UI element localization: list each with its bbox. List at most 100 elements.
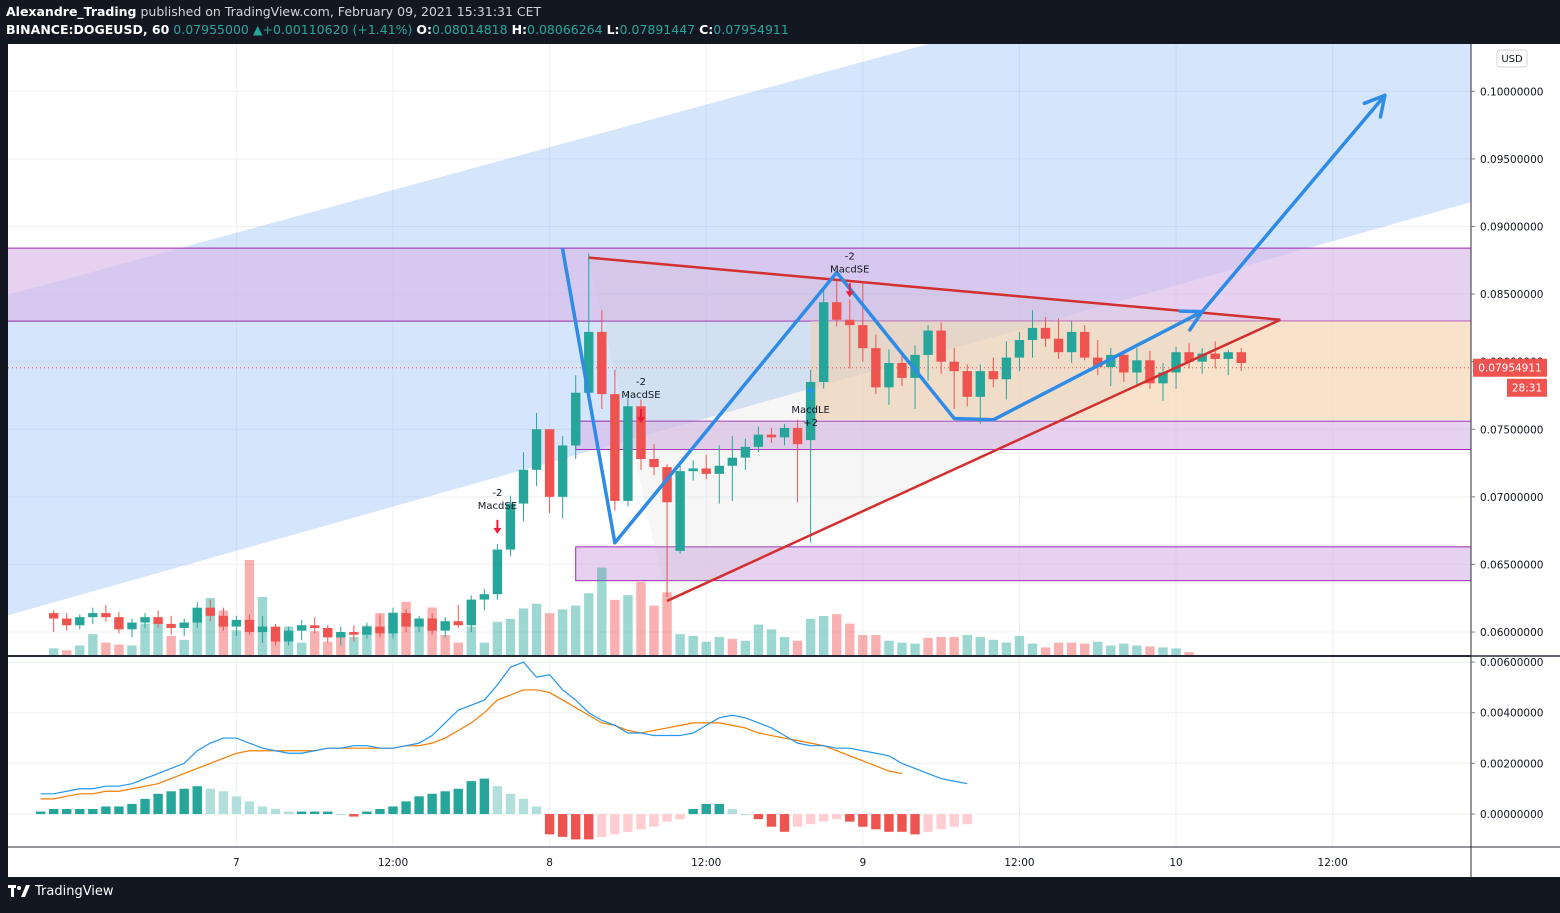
volume-bar [727, 638, 738, 655]
volume-bar [884, 640, 894, 655]
volume-bar [544, 613, 555, 655]
candle-body [1132, 360, 1142, 373]
candle-body [845, 319, 855, 326]
candle-body [1106, 354, 1116, 368]
time-tick-label: 12:00 [1004, 857, 1034, 869]
macd-histogram-bar [505, 793, 516, 815]
price-tick-label: 0.09000000 [1480, 221, 1543, 233]
candle [1145, 350, 1155, 389]
volume-bar [557, 609, 568, 655]
macd-histogram-bar [623, 814, 633, 832]
macd-histogram-bar [479, 778, 490, 815]
macd-histogram-bar [192, 786, 202, 815]
candle [270, 623, 281, 646]
volume-bar [1001, 642, 1012, 655]
candle [845, 299, 855, 369]
candle-body [1027, 327, 1038, 341]
volume-bar [166, 636, 176, 655]
signal-macdse: -2 MacdSE [621, 377, 661, 423]
volume-bar [48, 648, 59, 655]
candle-body [323, 627, 333, 638]
time-axis-background [8, 847, 1471, 877]
macd-histogram-bar [101, 806, 111, 815]
candle-body [492, 549, 503, 595]
macd-histogram-bar [518, 798, 529, 815]
candle [518, 452, 529, 522]
candle-body [62, 618, 72, 626]
macd-histogram-bar [362, 811, 372, 815]
macd-histogram-bar [35, 811, 46, 815]
volume-bar [75, 645, 85, 655]
macd-histogram-bar [805, 814, 816, 825]
candle [257, 615, 268, 643]
candle-body [349, 632, 359, 635]
candle-body [88, 613, 98, 618]
candle [440, 617, 450, 638]
close-value: 0.07954911 [713, 22, 789, 37]
macd-histogram-bar [884, 814, 894, 832]
volume-bar [1184, 652, 1194, 655]
candle [975, 364, 985, 424]
macd-histogram-bar [753, 814, 764, 820]
macd-histogram-bar [818, 814, 829, 822]
sell-arrow-icon [636, 408, 645, 423]
trend-channel [8, 44, 1471, 616]
macd-histogram-bar [544, 814, 555, 835]
signal-label: MacdSE [830, 264, 869, 275]
volume-bar [623, 595, 633, 655]
volume-bar [766, 629, 777, 655]
volume-bar [597, 567, 607, 655]
time-tick-label: 9 [859, 857, 866, 869]
volume-bar [584, 593, 594, 655]
volume-bar [688, 636, 698, 655]
currency-label: USD [1501, 54, 1523, 65]
volume-bar [453, 642, 463, 655]
candle-body [766, 434, 777, 438]
footer-brand[interactable]: TradingView [35, 884, 114, 899]
macd-histogram-bar [414, 796, 424, 815]
candle [62, 613, 72, 631]
candle [231, 615, 242, 637]
price-tick-label: 0.06000000 [1480, 627, 1543, 639]
macd-histogram-bar [649, 814, 659, 827]
projection-arrow-2 [1200, 93, 1387, 314]
candle-body [179, 622, 189, 628]
time-tick-label: 8 [546, 857, 553, 869]
volume-bar [845, 623, 855, 655]
macd-histogram-bar [440, 791, 450, 815]
volume-bar [610, 599, 620, 655]
volume-bar [440, 635, 450, 655]
volume-bar [636, 581, 646, 655]
author-name[interactable]: Alexandre_Trading [6, 4, 137, 19]
volume-bar [153, 621, 163, 655]
currency-badge[interactable]: USD [1496, 49, 1528, 68]
signal-label: MacdLE [791, 405, 830, 416]
volume-bar [127, 645, 137, 655]
volume-bar [1027, 643, 1038, 655]
candle [662, 464, 672, 597]
price-axis-background [1471, 44, 1560, 847]
candle [1223, 349, 1233, 376]
candle [936, 322, 946, 374]
macd-histogram-bar [584, 814, 594, 840]
volume-bar [1079, 643, 1090, 655]
candle-body [962, 371, 972, 397]
candle [414, 615, 424, 633]
volume-bar [975, 636, 985, 655]
macd-histogram-bar [936, 814, 946, 830]
candle-body [101, 613, 111, 618]
candle-body [727, 457, 738, 466]
candle-body [466, 599, 477, 626]
buy-arrow-icon [806, 385, 815, 400]
symbol-label[interactable]: BINANCE:DOGEUSD, 60 [6, 22, 170, 37]
macd-histogram-bar [571, 814, 581, 840]
candle-body [192, 607, 202, 623]
candle-body [923, 330, 933, 355]
macd-histogram-bar [257, 806, 268, 815]
candle [492, 544, 503, 600]
volume-bar [1053, 642, 1064, 655]
candle [818, 288, 829, 389]
price-tick-label: 0.10000000 [1480, 86, 1543, 98]
volume-bar [1093, 641, 1103, 655]
